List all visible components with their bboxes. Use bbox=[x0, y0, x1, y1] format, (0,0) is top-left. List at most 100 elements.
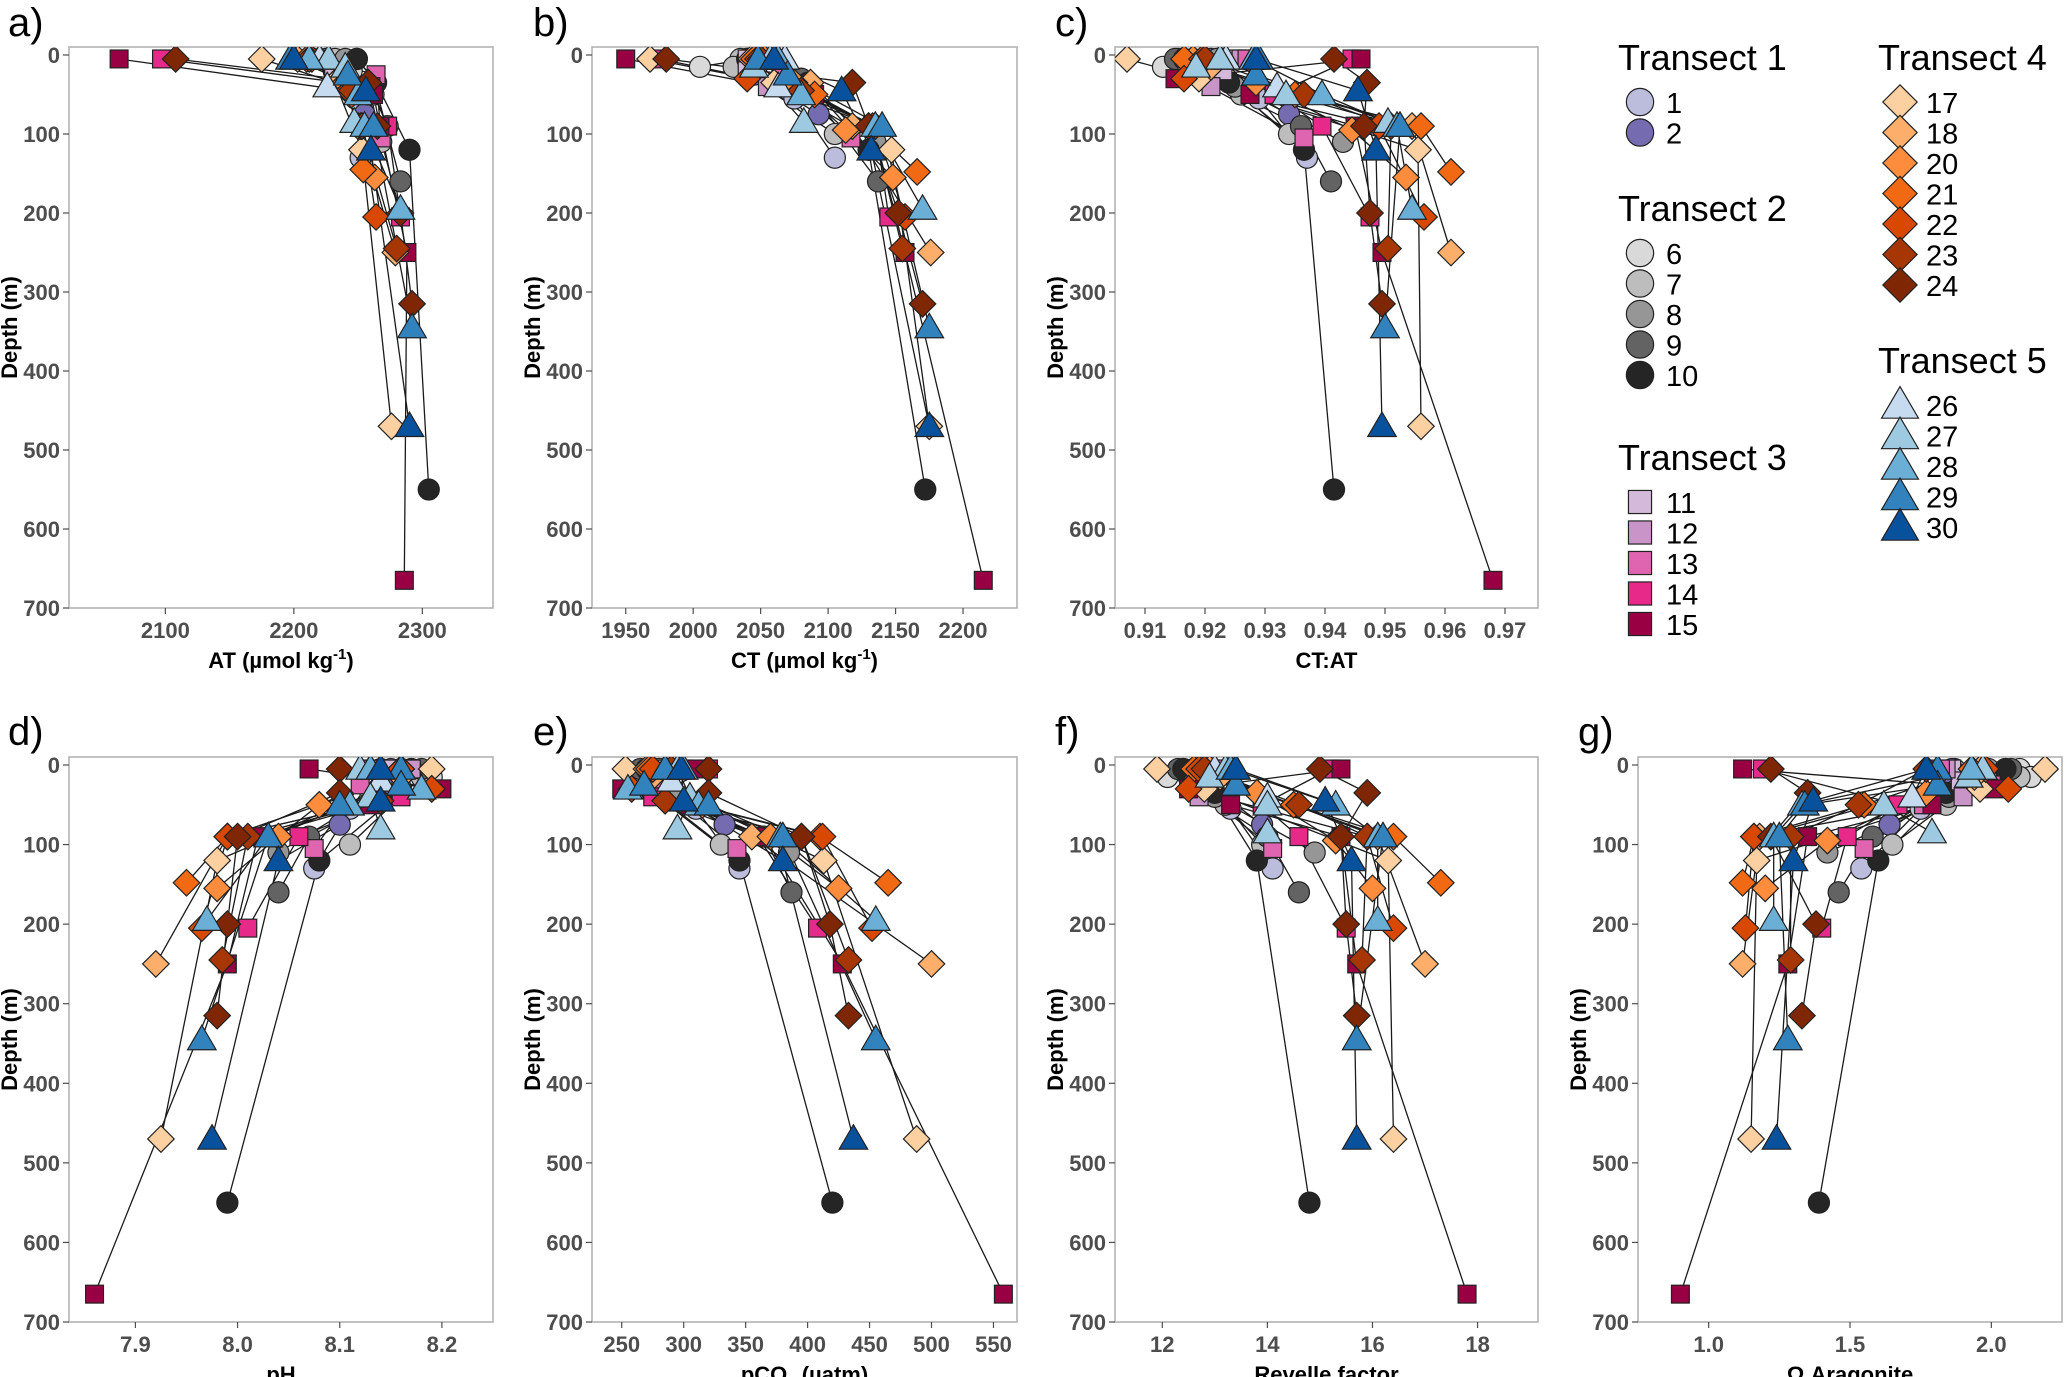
data-point-station-28 bbox=[1306, 79, 1338, 106]
data-point-station-30 bbox=[1761, 1123, 1792, 1150]
legend-label: 20 bbox=[1926, 149, 1958, 181]
data-point-station-30 bbox=[1336, 845, 1367, 872]
panel-g: g)0 100 200 300 400 500 600 700 1.0 1.5 2.0 Depth (… bbox=[1566, 710, 2063, 1377]
data-point-station-30 bbox=[1220, 757, 1252, 780]
y-tick-label: 700 bbox=[1069, 1310, 1106, 1335]
x-tick-label: 450 bbox=[851, 1332, 888, 1357]
data-point-station-27 bbox=[1270, 79, 1302, 106]
data-point-station-24 bbox=[908, 289, 937, 318]
data-point-station-17 bbox=[2030, 757, 2060, 784]
y-tick-label: 200 bbox=[23, 201, 60, 226]
x-axis-title: Revelle factor bbox=[1254, 1362, 1399, 1377]
x-tick-label: 8.2 bbox=[427, 1332, 458, 1357]
data-point-station-30 bbox=[1240, 47, 1272, 70]
data-point-station-17 bbox=[1115, 47, 1142, 74]
data-point-station-29 bbox=[1220, 769, 1252, 796]
data-point-station-10 bbox=[216, 1191, 239, 1214]
y-tick-label: 0 bbox=[1094, 43, 1106, 68]
y-tick-label: 100 bbox=[1069, 122, 1106, 147]
panel-c: c)0 100 200 300 400 500 600 700 0.91 0.92 0.93 0.94… bbox=[1043, 1, 1539, 673]
panel-f: f) 0 100 200 300 400 500 600 700 12 14 16 18 Depth (m… bbox=[1043, 710, 1539, 1377]
legend-key-station-18 bbox=[1881, 114, 1919, 151]
legend-key-station-8 bbox=[1625, 299, 1655, 329]
profile-line-station-17 bbox=[649, 58, 930, 427]
x-tick-label: 0.97 bbox=[1484, 618, 1527, 643]
legend-label: 1 bbox=[1666, 88, 1682, 120]
data-point-station-6 bbox=[688, 55, 712, 78]
data-point-station-23 bbox=[1284, 790, 1314, 819]
x-axis-title: Ω Aragonite bbox=[1787, 1362, 1913, 1377]
x-tick-label: 250 bbox=[603, 1332, 640, 1357]
panel-letter: a) bbox=[8, 1, 44, 45]
data-point-station-29 bbox=[252, 821, 284, 848]
data-point-station-30 bbox=[196, 1123, 228, 1150]
data-point-station-30 bbox=[668, 785, 700, 812]
data-point-station-15 bbox=[616, 49, 636, 69]
x-tick-label: 500 bbox=[913, 1332, 950, 1357]
data-point-station-18 bbox=[141, 949, 170, 979]
legend-label: 17 bbox=[1926, 88, 1958, 120]
y-tick-label: 300 bbox=[23, 280, 60, 305]
data-point-station-29 bbox=[1369, 312, 1401, 339]
y-tick-label: 700 bbox=[546, 596, 583, 621]
data-point-station-23 bbox=[834, 945, 863, 975]
y-tick-label: 500 bbox=[1592, 1151, 1629, 1176]
y-tick-label: 400 bbox=[546, 359, 583, 384]
data-point-station-15 bbox=[1483, 570, 1503, 590]
data-point-station-23 bbox=[888, 234, 917, 263]
plot-frame bbox=[1114, 46, 1539, 609]
y-tick-label: 200 bbox=[23, 912, 60, 937]
legend-key-station-6 bbox=[1625, 238, 1655, 268]
legend-key-station-7 bbox=[1625, 269, 1655, 298]
x-tick-label: 1950 bbox=[601, 618, 650, 643]
data-point-station-20 bbox=[878, 163, 907, 192]
legend-label: 18 bbox=[1926, 119, 1958, 151]
data-point-station-29 bbox=[186, 1024, 218, 1051]
panel-d: d)0 100 200 300 400 500 600 700 7.9 8.0 8.1 8.2 Dept… bbox=[0, 710, 494, 1377]
data-point-station-13 bbox=[1294, 128, 1314, 148]
y-tick-label: 400 bbox=[546, 1071, 583, 1096]
data-point-station-27 bbox=[1204, 47, 1236, 70]
data-point-station-23 bbox=[208, 945, 237, 975]
legend-label: 24 bbox=[1926, 271, 1958, 303]
data-point-station-21 bbox=[349, 155, 378, 184]
y-axis-title: Depth (m) bbox=[0, 276, 22, 379]
legend-label: 7 bbox=[1666, 270, 1682, 302]
data-point-station-29 bbox=[332, 59, 364, 86]
data-point-station-24 bbox=[1326, 822, 1356, 851]
legend-key-station-28 bbox=[1880, 446, 1920, 480]
data-point-station-24 bbox=[1787, 1001, 1817, 1030]
data-point-station-27 bbox=[1252, 817, 1283, 844]
y-axis-title: Depth (m) bbox=[1043, 988, 1068, 1091]
legend-label: 12 bbox=[1666, 519, 1698, 551]
x-tick-label: 1.5 bbox=[1835, 1332, 1866, 1357]
x-axis-title: CT (µmol kg-1) bbox=[731, 646, 878, 673]
x-tick-label: 12 bbox=[1150, 1332, 1174, 1357]
data-point-station-28 bbox=[385, 193, 416, 220]
data-point-station-29 bbox=[1384, 110, 1416, 137]
data-point-station-15 bbox=[1457, 1284, 1477, 1304]
legend-label: 23 bbox=[1926, 241, 1958, 273]
legend-label: 27 bbox=[1926, 422, 1958, 454]
legend-key-station-26 bbox=[1880, 385, 1920, 419]
data-point-station-14 bbox=[289, 827, 309, 847]
x-tick-label: 7.9 bbox=[120, 1332, 151, 1357]
data-point-station-21 bbox=[1436, 157, 1466, 187]
y-tick-label: 0 bbox=[571, 753, 583, 778]
data-point-station-30 bbox=[394, 410, 425, 438]
data-point-station-29 bbox=[628, 769, 660, 796]
data-point-station-17 bbox=[1379, 1124, 1408, 1154]
profile-line-station-14 bbox=[161, 58, 402, 218]
data-point-station-24 bbox=[161, 47, 190, 74]
legend-label: 11 bbox=[1666, 488, 1696, 520]
data-point-station-23 bbox=[382, 234, 411, 263]
x-tick-label: 400 bbox=[789, 1332, 826, 1357]
y-tick-label: 400 bbox=[1069, 359, 1106, 384]
data-point-station-17 bbox=[809, 846, 838, 875]
x-tick-label: 0.96 bbox=[1424, 618, 1467, 643]
data-point-station-21 bbox=[172, 868, 201, 897]
data-point-station-30 bbox=[838, 1123, 869, 1150]
